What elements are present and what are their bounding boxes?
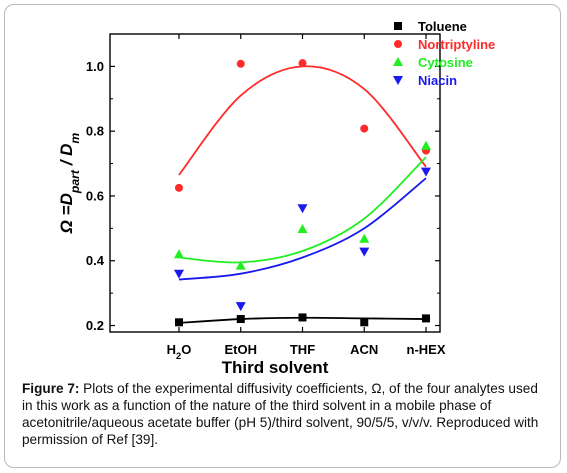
x-tick-label: H2O <box>167 342 192 361</box>
data-point-toluene <box>422 314 430 323</box>
data-point-niacin <box>421 167 431 177</box>
legend-marker-toluene <box>394 22 402 30</box>
legend-marker-cytosine <box>393 57 403 66</box>
legend-label-toluene: Toluene <box>418 19 467 34</box>
y-tick-label: 0.2 <box>86 318 104 333</box>
caption-text: Plots of the experimental diffusivity co… <box>22 381 539 447</box>
chart-axes: 0.2 0.4 0.6 0.8 1.0 H2O EtOH THF ACN n-HEX <box>86 33 446 361</box>
data-point-toluene <box>360 318 369 327</box>
data-point-niacin <box>235 302 246 312</box>
legend-label-nortriptyline: Nortriptyline <box>418 37 495 52</box>
fit-curve-nortriptyline <box>178 65 427 176</box>
axis-labels: Third solvent Ω =Dpart / Dm <box>57 133 329 377</box>
plot-frame <box>109 33 441 333</box>
x-axis-title: Third solvent <box>222 358 329 377</box>
data-point-niacin <box>174 269 184 279</box>
data-point-nortriptyline <box>360 124 369 133</box>
figure-frame <box>4 4 561 468</box>
data-point-cytosine <box>174 249 184 259</box>
fit-curve-cytosine <box>178 156 427 264</box>
y-axis-title: Ω =Dpart / Dm <box>57 133 82 235</box>
data-point-niacin <box>359 247 370 257</box>
data-point-nortriptyline <box>175 183 183 192</box>
data-point-nortriptyline <box>298 59 307 68</box>
x-tick-label: n-HEX <box>407 342 446 357</box>
y-tick-label: 0.4 <box>86 253 105 268</box>
fit-curve-niacin <box>178 177 427 281</box>
data-point-niacin <box>297 204 308 214</box>
data-point-cytosine <box>297 223 308 233</box>
data-point-nortriptyline <box>236 59 245 68</box>
legend-marker-niacin <box>393 76 403 85</box>
data-point-toluene <box>175 318 183 327</box>
caption-label: Figure 7: <box>22 381 80 396</box>
data-points <box>174 59 431 327</box>
legend-label-niacin: Niacin <box>418 73 457 88</box>
data-point-cytosine <box>359 233 370 243</box>
figure-caption: Figure 7: Plots of the experimental diff… <box>22 380 544 448</box>
y-tick-label: 0.6 <box>86 188 104 203</box>
data-point-toluene <box>298 313 307 322</box>
y-tick-label: 1.0 <box>86 59 104 74</box>
x-tick-label: ACN <box>350 342 378 357</box>
fit-curves <box>178 65 427 324</box>
data-point-toluene <box>236 315 245 324</box>
legend-label-cytosine: Cytosine <box>418 55 473 70</box>
legend: Toluene Nortriptyline Cytosine Niacin <box>393 19 495 88</box>
x-tick-label: EtOH <box>225 342 258 357</box>
data-point-cytosine <box>421 140 431 150</box>
x-tick-label: THF <box>290 342 315 357</box>
legend-marker-nortriptyline <box>394 40 402 48</box>
data-point-cytosine <box>235 260 246 270</box>
y-tick-label: 0.8 <box>86 124 104 139</box>
